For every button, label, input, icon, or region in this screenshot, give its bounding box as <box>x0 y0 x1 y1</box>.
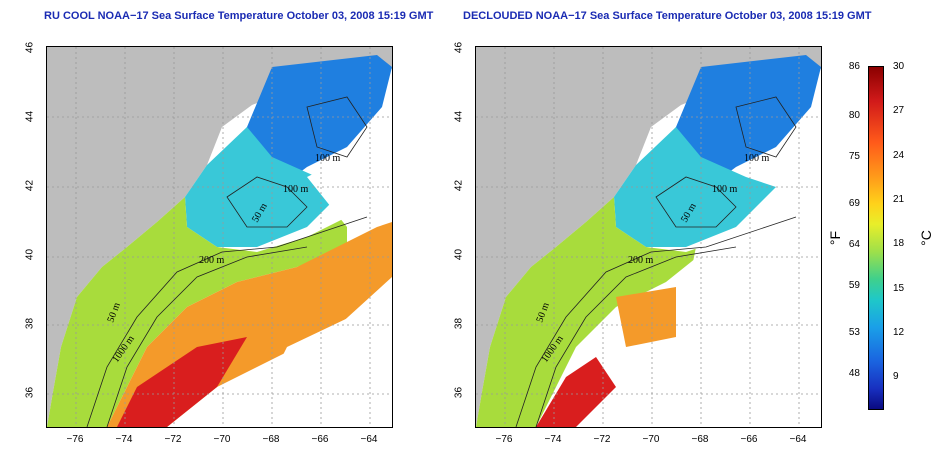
sst-hot-region <box>117 337 247 427</box>
lon-tick: −70 <box>213 434 231 445</box>
contour-label: 100 m <box>712 184 738 195</box>
colorbar-c-label: 21 <box>893 194 905 205</box>
isobath-line <box>535 246 737 427</box>
sst-shelf-region <box>476 197 716 427</box>
lat-tick: 36 <box>453 386 465 399</box>
land-mass <box>47 47 392 427</box>
isobath-line <box>106 246 308 427</box>
lat-tick: 46 <box>24 41 36 54</box>
colorbar-c-label: 9 <box>893 371 899 382</box>
isobath-line <box>306 96 368 158</box>
colorbar-f-label: 69 <box>848 198 860 209</box>
cloud-region <box>307 147 392 227</box>
sst-warm-region <box>616 287 676 347</box>
contour-label: 200 m <box>199 255 225 266</box>
colorbar-c-label: 18 <box>893 238 905 249</box>
lat-tick: 42 <box>453 179 465 192</box>
cloud-region-2 <box>247 297 392 427</box>
colorbar-c-label: 30 <box>893 61 905 72</box>
contour-label: 100 m <box>744 153 770 164</box>
lat-tick: 46 <box>453 41 465 54</box>
left-sst-map: 100 m 100 m 50 m 200 m 50 m 1000 m <box>47 47 392 427</box>
colorbar-c-label: 15 <box>893 283 905 294</box>
isobath-line <box>655 176 737 228</box>
colorbar-c-label: 27 <box>893 105 905 116</box>
right-map-title: DECLOUDED NOAA−17 Sea Surface Temperatur… <box>463 10 872 22</box>
fahrenheit-unit-label: °F <box>827 230 844 246</box>
contour-label: 200 m <box>628 255 654 266</box>
lon-tick: −72 <box>593 434 611 445</box>
lat-tick: 42 <box>24 179 36 192</box>
lat-tick: 40 <box>453 248 465 261</box>
celsius-unit-label: °C <box>917 230 934 246</box>
colorbar-f-label: 75 <box>848 151 860 162</box>
left-map-title: RU COOL NOAA−17 Sea Surface Temperature … <box>44 10 434 22</box>
isobath-line <box>735 96 797 158</box>
right-map-panel: 100 m 100 m 50 m 200 m 50 m 1000 m <box>475 46 822 428</box>
lat-tick: 36 <box>24 386 36 399</box>
lon-tick: −70 <box>642 434 660 445</box>
lon-tick: −66 <box>311 434 329 445</box>
colorbar-c-label: 12 <box>893 327 905 338</box>
lon-tick: −72 <box>164 434 182 445</box>
isobath-line <box>226 176 308 228</box>
contour-label: 100 m <box>315 153 341 164</box>
colorbar-f-label: 80 <box>848 110 860 121</box>
lon-tick: −74 <box>115 434 133 445</box>
lon-tick: −66 <box>740 434 758 445</box>
right-sst-map: 100 m 100 m 50 m 200 m 50 m 1000 m <box>476 47 821 427</box>
sst-hot-region <box>536 357 616 427</box>
lon-tick: −64 <box>789 434 807 445</box>
lon-tick: −68 <box>262 434 280 445</box>
lat-tick: 40 <box>24 248 36 261</box>
land-mass <box>476 47 821 427</box>
sst-shelf-region <box>47 197 347 427</box>
sst-cyan-region <box>185 127 347 247</box>
colorbar-f-label: 48 <box>848 368 860 379</box>
colorbar-f-label: 86 <box>848 61 860 72</box>
colorbar-f-label: 59 <box>848 280 860 291</box>
lon-tick: −64 <box>360 434 378 445</box>
isobath-line <box>86 216 368 427</box>
lat-tick: 38 <box>453 317 465 330</box>
lon-tick: −74 <box>544 434 562 445</box>
colorbar-f-label: 53 <box>848 327 860 338</box>
colorbar-c-label: 24 <box>893 150 905 161</box>
sst-cyan-region <box>614 127 776 247</box>
contour-label: 100 m <box>283 184 309 195</box>
lon-tick: −76 <box>495 434 513 445</box>
lon-tick: −76 <box>66 434 84 445</box>
temperature-colorbar <box>868 66 884 410</box>
left-map-panel: 100 m 100 m 50 m 200 m 50 m 1000 m <box>46 46 393 428</box>
colorbar-f-label: 64 <box>848 239 860 250</box>
isobath-line <box>515 216 797 427</box>
lat-tick: 44 <box>453 110 465 123</box>
lon-tick: −68 <box>691 434 709 445</box>
lat-tick: 44 <box>24 110 36 123</box>
lat-tick: 38 <box>24 317 36 330</box>
